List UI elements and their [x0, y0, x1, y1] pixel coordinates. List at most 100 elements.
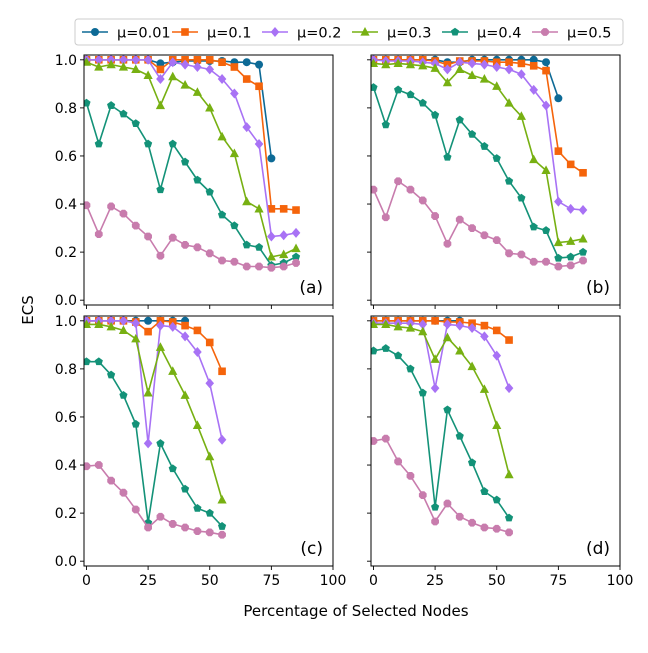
data-point — [529, 154, 539, 164]
data-point — [180, 484, 190, 493]
x-axis-label: Percentage of Selected Nodes — [243, 602, 468, 620]
data-point — [566, 203, 575, 214]
data-point — [94, 461, 103, 469]
data-point — [242, 262, 251, 271]
data-point — [480, 523, 489, 532]
data-point — [218, 530, 226, 539]
data-point — [504, 513, 514, 522]
data-point — [566, 160, 575, 169]
legend-marker — [541, 28, 549, 36]
data-point — [578, 233, 588, 243]
data-point — [229, 148, 239, 158]
data-point — [84, 201, 91, 210]
data-point — [443, 64, 452, 75]
data-point — [479, 384, 490, 393]
data-point — [468, 518, 476, 527]
data-point — [492, 495, 501, 504]
data-point — [579, 256, 587, 265]
legend-label: μ=0.4 — [477, 26, 521, 42]
data-point — [242, 240, 251, 249]
data-point — [94, 62, 104, 71]
data-point — [443, 152, 452, 161]
legend-marker — [181, 28, 189, 36]
data-point — [180, 331, 190, 342]
axes-frame — [83, 54, 334, 306]
data-point — [217, 494, 227, 504]
x-tick-label: 25 — [426, 573, 444, 589]
panel-label: (d) — [586, 539, 610, 559]
data-point — [84, 98, 91, 107]
legend-entry: μ=0.2 — [262, 26, 341, 42]
data-point — [242, 196, 252, 206]
y-tick-label: 0.0 — [55, 293, 77, 309]
data-point — [418, 319, 428, 330]
data-point — [218, 256, 226, 265]
data-point — [156, 439, 165, 447]
data-point — [381, 59, 391, 69]
y-tick-label: 0.2 — [55, 506, 77, 522]
legend-label: μ=0.2 — [297, 26, 341, 42]
data-point — [467, 323, 477, 334]
data-point — [119, 55, 128, 65]
data-point — [119, 488, 128, 497]
data-point — [504, 383, 514, 394]
data-point — [554, 94, 563, 103]
data-point — [431, 212, 439, 220]
data-point — [193, 175, 202, 184]
data-point — [94, 55, 104, 65]
data-point — [230, 221, 239, 230]
data-point — [218, 367, 226, 376]
data-point — [181, 241, 189, 249]
data-point — [168, 520, 177, 528]
data-point — [155, 100, 166, 110]
data-point — [143, 387, 153, 397]
data-point — [143, 55, 153, 65]
data-point — [418, 491, 427, 499]
data-point — [230, 88, 239, 99]
data-point — [455, 115, 464, 124]
data-point — [118, 325, 129, 335]
legend-marker — [270, 27, 280, 37]
data-point — [492, 154, 501, 162]
data-point — [279, 205, 288, 213]
data-point — [168, 233, 177, 242]
data-point — [505, 249, 513, 258]
data-point — [131, 505, 140, 514]
y-tick-label: 1.0 — [55, 53, 77, 69]
data-point — [84, 319, 92, 329]
data-point — [455, 215, 464, 224]
x-tick-label: 75 — [262, 573, 280, 589]
data-point — [254, 203, 264, 213]
data-point — [119, 209, 128, 218]
data-point — [541, 165, 551, 174]
y-tick-label: 0.4 — [55, 197, 77, 213]
data-point — [431, 517, 439, 526]
data-point — [381, 120, 390, 129]
series-line — [86, 464, 223, 536]
panel-a: 0.0 0.2 0.4 0.6 0.8 1.0 (a) — [55, 53, 334, 309]
data-point — [181, 523, 189, 532]
data-point — [371, 185, 378, 194]
data-point — [242, 75, 251, 83]
legend-marker — [360, 27, 370, 36]
data-point — [579, 168, 587, 177]
legend-marker — [450, 27, 460, 36]
data-point — [144, 232, 152, 241]
data-point — [193, 527, 202, 536]
data-point — [516, 111, 526, 120]
data-point — [193, 504, 202, 512]
data-point — [217, 131, 227, 141]
data-point — [455, 64, 465, 74]
series-layer — [84, 316, 227, 539]
data-point — [467, 458, 477, 467]
data-point — [131, 221, 140, 230]
data-point — [217, 74, 227, 85]
data-point — [554, 262, 563, 271]
data-point — [291, 243, 301, 253]
data-point — [542, 58, 551, 67]
series-line — [86, 61, 297, 258]
data-point — [279, 249, 289, 259]
data-point — [381, 213, 390, 222]
data-point — [418, 60, 428, 70]
data-point — [371, 346, 378, 355]
